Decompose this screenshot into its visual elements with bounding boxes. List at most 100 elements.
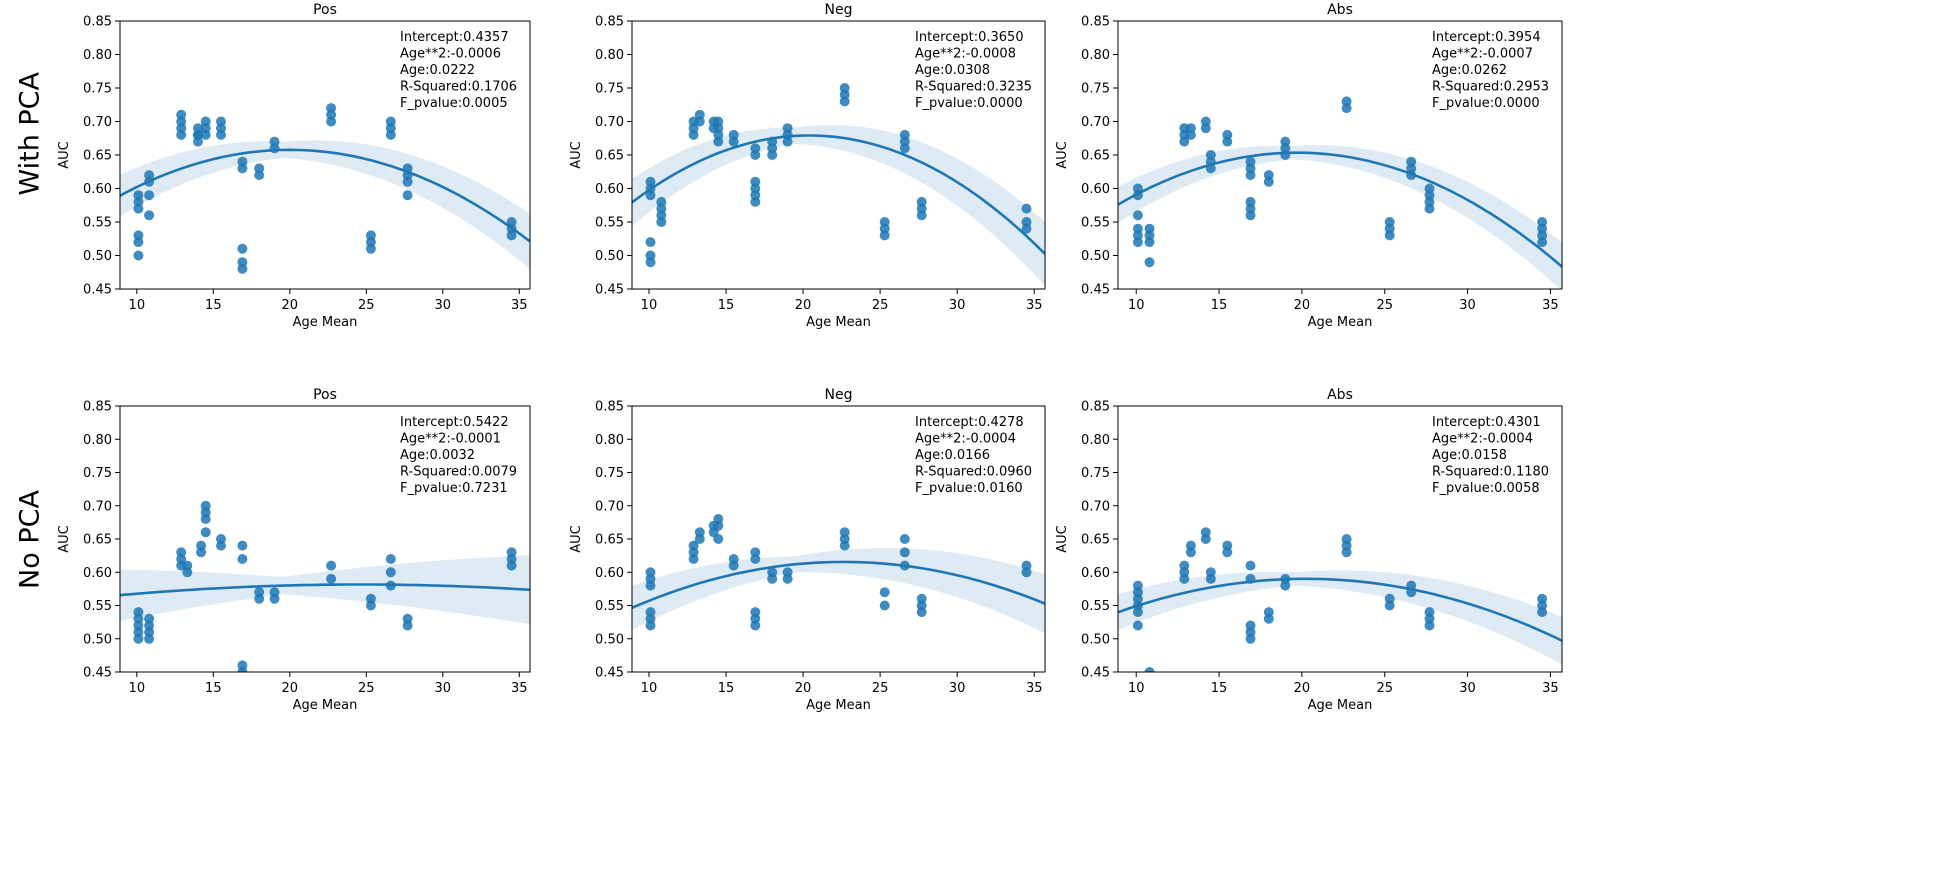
y-tick-label: 0.55 (595, 599, 624, 614)
x-tick-label: 35 (1026, 681, 1043, 696)
y-tick-label: 0.80 (595, 48, 624, 63)
data-point-1-2 (688, 554, 699, 564)
stats-line-2: Age**2:-0.0001 (400, 432, 501, 447)
confidence-band (1118, 145, 1562, 289)
y-tick-label: 0.65 (595, 533, 624, 548)
data-point-10-0 (879, 587, 890, 598)
data-point-0-4 (1132, 607, 1143, 618)
stats-line-2: Age**2:-0.0004 (1432, 432, 1533, 447)
stats-line-2: Age**2:-0.0008 (915, 47, 1016, 62)
data-point-11-1 (1384, 600, 1395, 611)
stats-line-2: Age**2:-0.0006 (400, 47, 501, 62)
data-point-9-2 (782, 136, 793, 147)
data-point-4-1 (1200, 534, 1211, 544)
data-point-0-2 (1132, 210, 1143, 221)
regression-line (632, 560, 1045, 609)
chart-title: Neg (825, 387, 853, 403)
y-tick-label: 0.50 (1081, 632, 1110, 647)
x-tick-label: 30 (1459, 681, 1476, 696)
x-tick-label: 10 (1128, 681, 1145, 696)
data-point-4-2 (200, 129, 211, 140)
y-tick-label: 0.45 (83, 666, 112, 681)
x-axis-label: Age Mean (293, 315, 358, 330)
stats-line-5: F_pvalue:0.7231 (400, 481, 508, 496)
regression-line (1118, 151, 1562, 268)
data-point-5-2 (216, 129, 226, 140)
data-point-14-2 (1537, 607, 1548, 618)
data-point-7-5 (1245, 210, 1256, 221)
x-tick-label: 20 (282, 681, 299, 696)
data-point-7-4 (1245, 633, 1256, 644)
y-tick-label: 0.55 (1081, 216, 1110, 231)
y-axis-label: AUC (1055, 141, 1070, 169)
confidence-band (120, 555, 530, 625)
y-tick-label: 0.80 (1081, 48, 1110, 63)
data-point-11-0 (899, 534, 910, 544)
y-tick-label: 0.70 (83, 115, 112, 130)
chart-title: Pos (313, 387, 337, 403)
x-tick-label: 25 (872, 298, 889, 313)
data-point-5-3 (713, 136, 724, 147)
plot-area (120, 500, 530, 672)
y-tick-label: 0.60 (1081, 182, 1110, 197)
y-tick-label: 0.65 (595, 149, 624, 164)
data-point-9-1 (1280, 580, 1291, 591)
y-tick-label: 0.85 (595, 15, 624, 30)
x-tick-label: 25 (358, 681, 375, 696)
data-point-5-1 (728, 560, 739, 571)
data-point-9-1 (269, 593, 280, 604)
y-tick-label: 0.60 (83, 566, 112, 581)
y-tick-label: 0.80 (595, 433, 624, 448)
y-tick-label: 0.50 (595, 249, 624, 264)
y-tick-label: 0.75 (1081, 466, 1110, 481)
data-point-9-2 (839, 540, 850, 551)
plot-area (120, 103, 530, 274)
y-tick-label: 0.75 (83, 82, 112, 97)
chart-title: Abs (1327, 387, 1353, 403)
stats-line-3: Age:0.0158 (1432, 448, 1507, 463)
stats-line-4: R-Squared:0.3235 (915, 80, 1032, 95)
data-point-9-2 (326, 116, 337, 127)
data-point-11-2 (879, 230, 890, 241)
x-tick-label: 20 (795, 298, 812, 313)
x-tick-label: 20 (1294, 681, 1311, 696)
regression-line (120, 583, 530, 597)
confidence-band (1118, 570, 1562, 665)
x-axis-label: Age Mean (1308, 698, 1373, 713)
x-axis-label: Age Mean (293, 698, 358, 713)
stats-line-4: R-Squared:0.0960 (915, 465, 1032, 480)
regression-line (1118, 577, 1562, 642)
chart-panel-1: 0.45 0.50 0.55 0.60 0.65 0.70 0.75 0.80 0.85 10 15… (57, 2, 531, 330)
data-point-3-3 (193, 136, 203, 147)
x-tick-label: 20 (795, 681, 812, 696)
y-tick-label: 0.85 (1081, 400, 1110, 415)
data-point-10-2 (365, 243, 376, 254)
x-tick-label: 15 (205, 298, 222, 313)
chart-title: Neg (825, 2, 853, 18)
x-tick-label: 10 (641, 681, 658, 696)
data-point-1-0 (1144, 667, 1155, 672)
x-tick-label: 20 (1294, 298, 1311, 313)
x-tick-label: 25 (872, 681, 889, 696)
data-point-7-0 (237, 540, 248, 551)
data-point-13-2 (506, 230, 517, 241)
x-tick-label: 15 (1211, 298, 1228, 313)
plot-area (1118, 96, 1562, 289)
stats-line-3: Age:0.0032 (400, 448, 475, 463)
data-point-7-1 (767, 573, 778, 584)
data-point-0-2 (645, 580, 656, 591)
chart-panel-6: 0.45 0.50 0.55 0.60 0.65 0.70 0.75 0.80 0.85 10 15… (1055, 387, 1563, 713)
data-point-13-2 (916, 210, 927, 221)
y-tick-label: 0.60 (83, 182, 112, 197)
x-tick-label: 25 (358, 298, 375, 313)
data-point-14-2 (1021, 223, 1032, 234)
data-point-3-1 (182, 567, 193, 578)
stats-line-5: F_pvalue:0.0005 (400, 96, 508, 111)
stats-line-4: R-Squared:0.1706 (400, 80, 517, 95)
data-point-2-1 (694, 534, 705, 544)
y-tick-label: 0.55 (83, 216, 112, 231)
y-tick-label: 0.65 (83, 533, 112, 548)
data-point-14-0 (1021, 203, 1032, 214)
data-point-12-2 (402, 176, 413, 187)
